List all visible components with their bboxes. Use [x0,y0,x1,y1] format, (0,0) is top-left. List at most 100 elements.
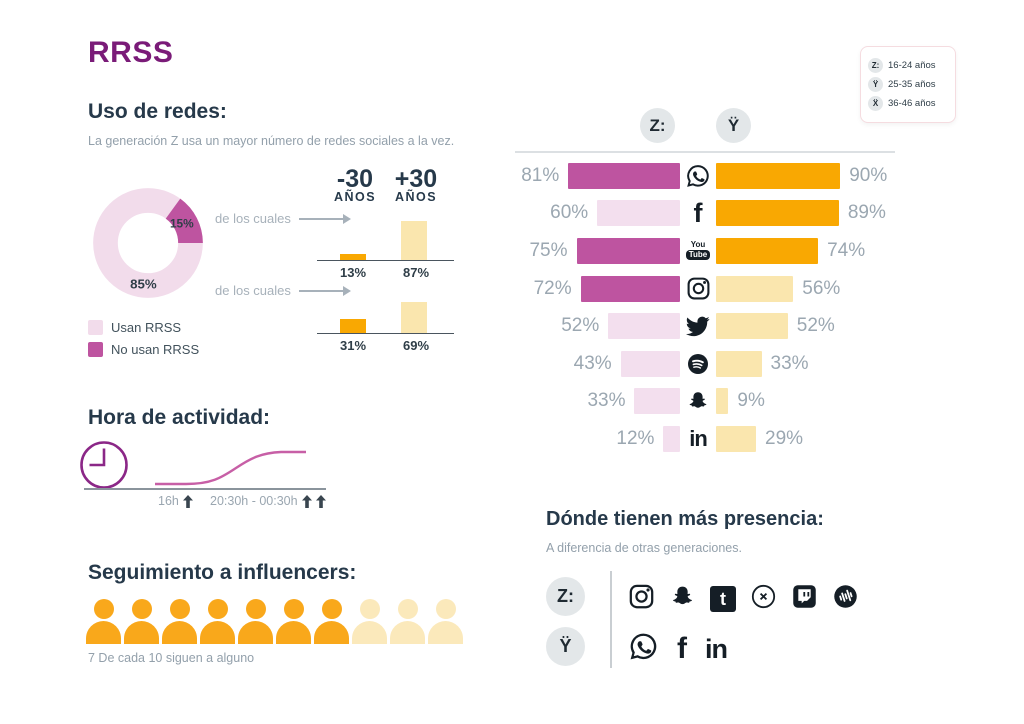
time-label-1: 16h [158,494,193,508]
row-instagram: 72% 56% [512,270,904,308]
row-whatsapp: 81% 90% [512,157,904,195]
time-text: 16h [158,494,179,508]
uso-heading: Uso de redes: [88,100,227,123]
bar-plus30 [401,220,427,260]
age-col-num: -30 [336,165,374,193]
donut-nouse-label: 15% [170,216,194,230]
age-col-plus30-header: +30 AÑOS [386,167,446,205]
bar-label: 13% [339,265,367,280]
up-arrow-icon [301,494,312,508]
row-youtube: 75% You Tube 74% [512,232,904,270]
donut-chart: 15% 85% [93,188,203,298]
influencers-caption: 7 De cada 10 siguen a alguno [88,651,255,665]
presencia-y-icons: f in [628,631,728,667]
age-col-word: AÑOS [333,190,377,204]
comparison-chart: 81% 90% 60% f 89% 75% You Tube 74% 72% 5… [512,157,904,458]
vsco-icon [750,583,777,615]
y-percent: 9% [737,390,765,412]
y-bar [716,200,839,227]
z-bar [580,275,680,302]
presencia-heading: Dónde tienen más presencia: [546,508,824,530]
age-legend-box: Z: 16-24 años Ÿ 25-35 años Ẍ 36-46 años [860,46,956,123]
z-percent: 43% [573,352,612,374]
y-bar [716,313,788,340]
youtube-icon: You Tube [680,240,716,261]
activity-curve [155,450,306,486]
bar-label: 69% [402,338,430,353]
gen-z-circle: Z: [640,108,675,143]
z-bar [663,425,680,452]
connector-label: de los cuales [215,283,291,298]
person-icon [352,596,387,644]
z-percent: 75% [529,239,568,261]
legend-item-usan: Usan RRSS [88,316,199,338]
tumblr-icon: t [710,586,736,612]
age-col-word: AÑOS [394,190,438,204]
presencia-z-icons: t [628,583,859,615]
y-bar [716,425,757,452]
z-percent: 60% [550,202,589,224]
y-percent: 90% [849,164,888,186]
row-facebook: 60% f 89% [512,195,904,233]
y-percent: 33% [770,352,809,374]
spotify-icon [680,352,716,376]
z-bar [608,313,680,340]
legend-label: Usan RRSS [111,319,182,335]
z-bar [597,200,680,227]
donut-slice-no-usan [165,198,203,243]
z-bar [634,388,680,415]
gen-y-badge: Ÿ [868,77,883,92]
person-icon [428,596,463,644]
y-bar [716,275,794,302]
z-percent: 81% [521,164,560,186]
age-range-label: 25-35 años [888,79,936,90]
legend-label: No usan RRSS [111,341,200,357]
gen-y-circle: Ÿ [546,627,585,666]
y-bar [716,388,729,415]
age-bar-row-1 [317,212,454,261]
linkedin-icon: in [680,427,716,450]
person-icon [86,596,121,644]
z-percent: 12% [616,427,655,449]
facebook-icon: f [677,632,687,665]
row-twitter: 52% 52% [512,307,904,345]
y-percent: 52% [796,315,835,337]
person-icon [162,596,197,644]
snapchat-icon [680,389,716,413]
legend-item-no-usan: No usan RRSS [88,338,199,360]
donut-legend: Usan RRSS No usan RRSS [88,316,199,360]
person-icon [124,596,159,644]
influencers-row [86,596,463,644]
youtube-tube-text: Tube [685,250,711,261]
musically-icon [832,583,859,615]
twitter-icon [680,314,716,338]
y-bar [716,237,819,264]
donut-use-label: 85% [130,277,157,292]
facebook-icon: f [680,199,716,227]
y-percent: 89% [847,202,886,224]
age-legend-item: Z: 16-24 años [868,56,948,75]
person-icon [314,596,349,644]
row-linkedin: 12% in 29% [512,420,904,458]
z-bar [576,237,680,264]
person-icon [200,596,235,644]
twitch-icon [791,583,818,615]
gen-x-badge: Ẍ [868,96,883,111]
y-percent: 29% [765,427,804,449]
person-icon [390,596,425,644]
instagram-icon [680,276,716,301]
time-label-2: 20:30h - 00:30h [210,494,326,508]
connector-row-2: de los cuales [215,283,351,298]
time-text: 20:30h - 00:30h [210,494,298,508]
z-percent: 72% [533,277,572,299]
legend-swatch-magenta [88,341,103,357]
y-percent: 74% [827,239,866,261]
legend-swatch-pink [88,319,103,335]
presencia-divider [610,571,612,668]
bar-label: 87% [402,265,430,280]
youtube-you-text: You [690,240,706,250]
y-percent: 56% [802,277,841,299]
timeline-axis [84,488,326,490]
comparison-divider [515,151,895,153]
age-bar-row-2 [317,285,454,334]
